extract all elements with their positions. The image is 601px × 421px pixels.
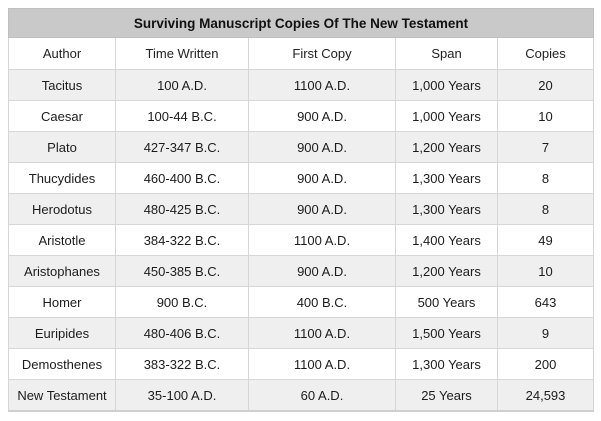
table-cell: 1,300 Years — [395, 162, 498, 194]
table-cell: 900 A.D. — [248, 162, 396, 194]
table-cell: 1,000 Years — [395, 69, 498, 101]
column-header-time-written: Time Written — [115, 37, 249, 70]
table-cell: New Testament — [8, 379, 116, 412]
table-cell: 1100 A.D. — [248, 224, 396, 256]
column-header-first-copy: First Copy — [248, 37, 396, 70]
table-header-row: Author Time Written First Copy Span Copies — [8, 37, 595, 70]
table-cell: 400 B.C. — [248, 286, 396, 318]
table-row: Euripides 480-406 B.C. 1100 A.D. 1,500 Year… — [8, 317, 595, 349]
table-cell: 900 B.C. — [115, 286, 249, 318]
table-cell: 900 A.D. — [248, 193, 396, 225]
table-cell: 49 — [496, 224, 595, 256]
table-cell: 480-425 B.C. — [115, 193, 249, 225]
table-cell: 1100 A.D. — [248, 69, 396, 101]
table-cell: 25 Years — [395, 379, 498, 412]
table-cell: 900 A.D. — [248, 100, 396, 132]
table-cell: 100-44 B.C. — [115, 100, 249, 132]
table-title: Surviving Manuscript Copies Of The New T… — [7, 8, 595, 38]
table-cell: 643 — [496, 286, 595, 318]
table-cell: 1,300 Years — [395, 348, 498, 380]
table-cell: Euripides — [8, 317, 116, 349]
table-row: Homer 900 B.C. 400 B.C. 500 Years 643 — [8, 286, 595, 318]
table-cell: 460-400 B.C. — [115, 162, 249, 194]
column-header-author: Author — [8, 37, 116, 70]
table-cell: 1,200 Years — [395, 255, 498, 287]
table-row: Aristophanes 450-385 B.C. 900 A.D. 1,200 Ye… — [8, 255, 595, 287]
manuscripts-table-container: Surviving Manuscript Copies Of The New T… — [7, 8, 595, 412]
table-cell: 1,300 Years — [395, 193, 498, 225]
table-row: Demosthenes 383-322 B.C. 1100 A.D. 1,300 Ye… — [8, 348, 595, 380]
table-cell: 7 — [496, 131, 595, 163]
table-row: Aristotle 384-322 B.C. 1100 A.D. 1,400 Year… — [8, 224, 595, 256]
table-cell: 10 — [496, 100, 595, 132]
table-cell: 480-406 B.C. — [115, 317, 249, 349]
table-row: Caesar 100-44 B.C. 900 A.D. 1,000 Years 10 — [8, 100, 595, 132]
table-cell: 1100 A.D. — [248, 348, 396, 380]
table-cell: Demosthenes — [8, 348, 116, 380]
table-cell: 9 — [496, 317, 595, 349]
table-cell: 10 — [496, 255, 595, 287]
table-cell: 1100 A.D. — [248, 317, 396, 349]
table-cell: 8 — [496, 193, 595, 225]
table-cell: 8 — [496, 162, 595, 194]
table-cell: 24,593 — [496, 379, 595, 412]
table-title-row: Surviving Manuscript Copies Of The New T… — [7, 8, 595, 38]
table-cell: 900 A.D. — [248, 255, 396, 287]
column-header-copies: Copies — [496, 37, 595, 70]
table-cell: 100 A.D. — [115, 69, 249, 101]
table-cell: Aristotle — [8, 224, 116, 256]
table-row: Plato 427-347 B.C. 900 A.D. 1,200 Years 7 — [8, 131, 595, 163]
table-cell: 427-347 B.C. — [115, 131, 249, 163]
table-cell: 35-100 A.D. — [115, 379, 249, 412]
table-row: Herodotus 480-425 B.C. 900 A.D. 1,300 Years… — [8, 193, 595, 225]
table-row: Tacitus 100 A.D. 1100 A.D. 1,000 Years 20 — [8, 69, 595, 101]
table-cell: 20 — [496, 69, 595, 101]
table-cell: 60 A.D. — [248, 379, 396, 412]
table-cell: Aristophanes — [8, 255, 116, 287]
table-row: Thucydides 460-400 B.C. 900 A.D. 1,300 Year… — [8, 162, 595, 194]
table-cell: 450-385 B.C. — [115, 255, 249, 287]
table-cell: 500 Years — [395, 286, 498, 318]
table-cell: 384-322 B.C. — [115, 224, 249, 256]
table-cell: Plato — [8, 131, 116, 163]
table-body: Tacitus 100 A.D. 1100 A.D. 1,000 Years 20 Cae… — [8, 69, 595, 412]
table-cell: 200 — [496, 348, 595, 380]
table-cell: 1,500 Years — [395, 317, 498, 349]
table-cell: 1,400 Years — [395, 224, 498, 256]
column-header-span: Span — [395, 37, 498, 70]
table-cell: Caesar — [8, 100, 116, 132]
table-cell: Thucydides — [8, 162, 116, 194]
table-cell: 383-322 B.C. — [115, 348, 249, 380]
table-cell: Homer — [8, 286, 116, 318]
table-cell: 900 A.D. — [248, 131, 396, 163]
table-cell: Tacitus — [8, 69, 116, 101]
manuscripts-table: Surviving Manuscript Copies Of The New T… — [7, 8, 595, 412]
table-row: New Testament 35-100 A.D. 60 A.D. 25 Years 2… — [8, 379, 595, 412]
table-cell: Herodotus — [8, 193, 116, 225]
table-cell: 1,000 Years — [395, 100, 498, 132]
table-cell: 1,200 Years — [395, 131, 498, 163]
